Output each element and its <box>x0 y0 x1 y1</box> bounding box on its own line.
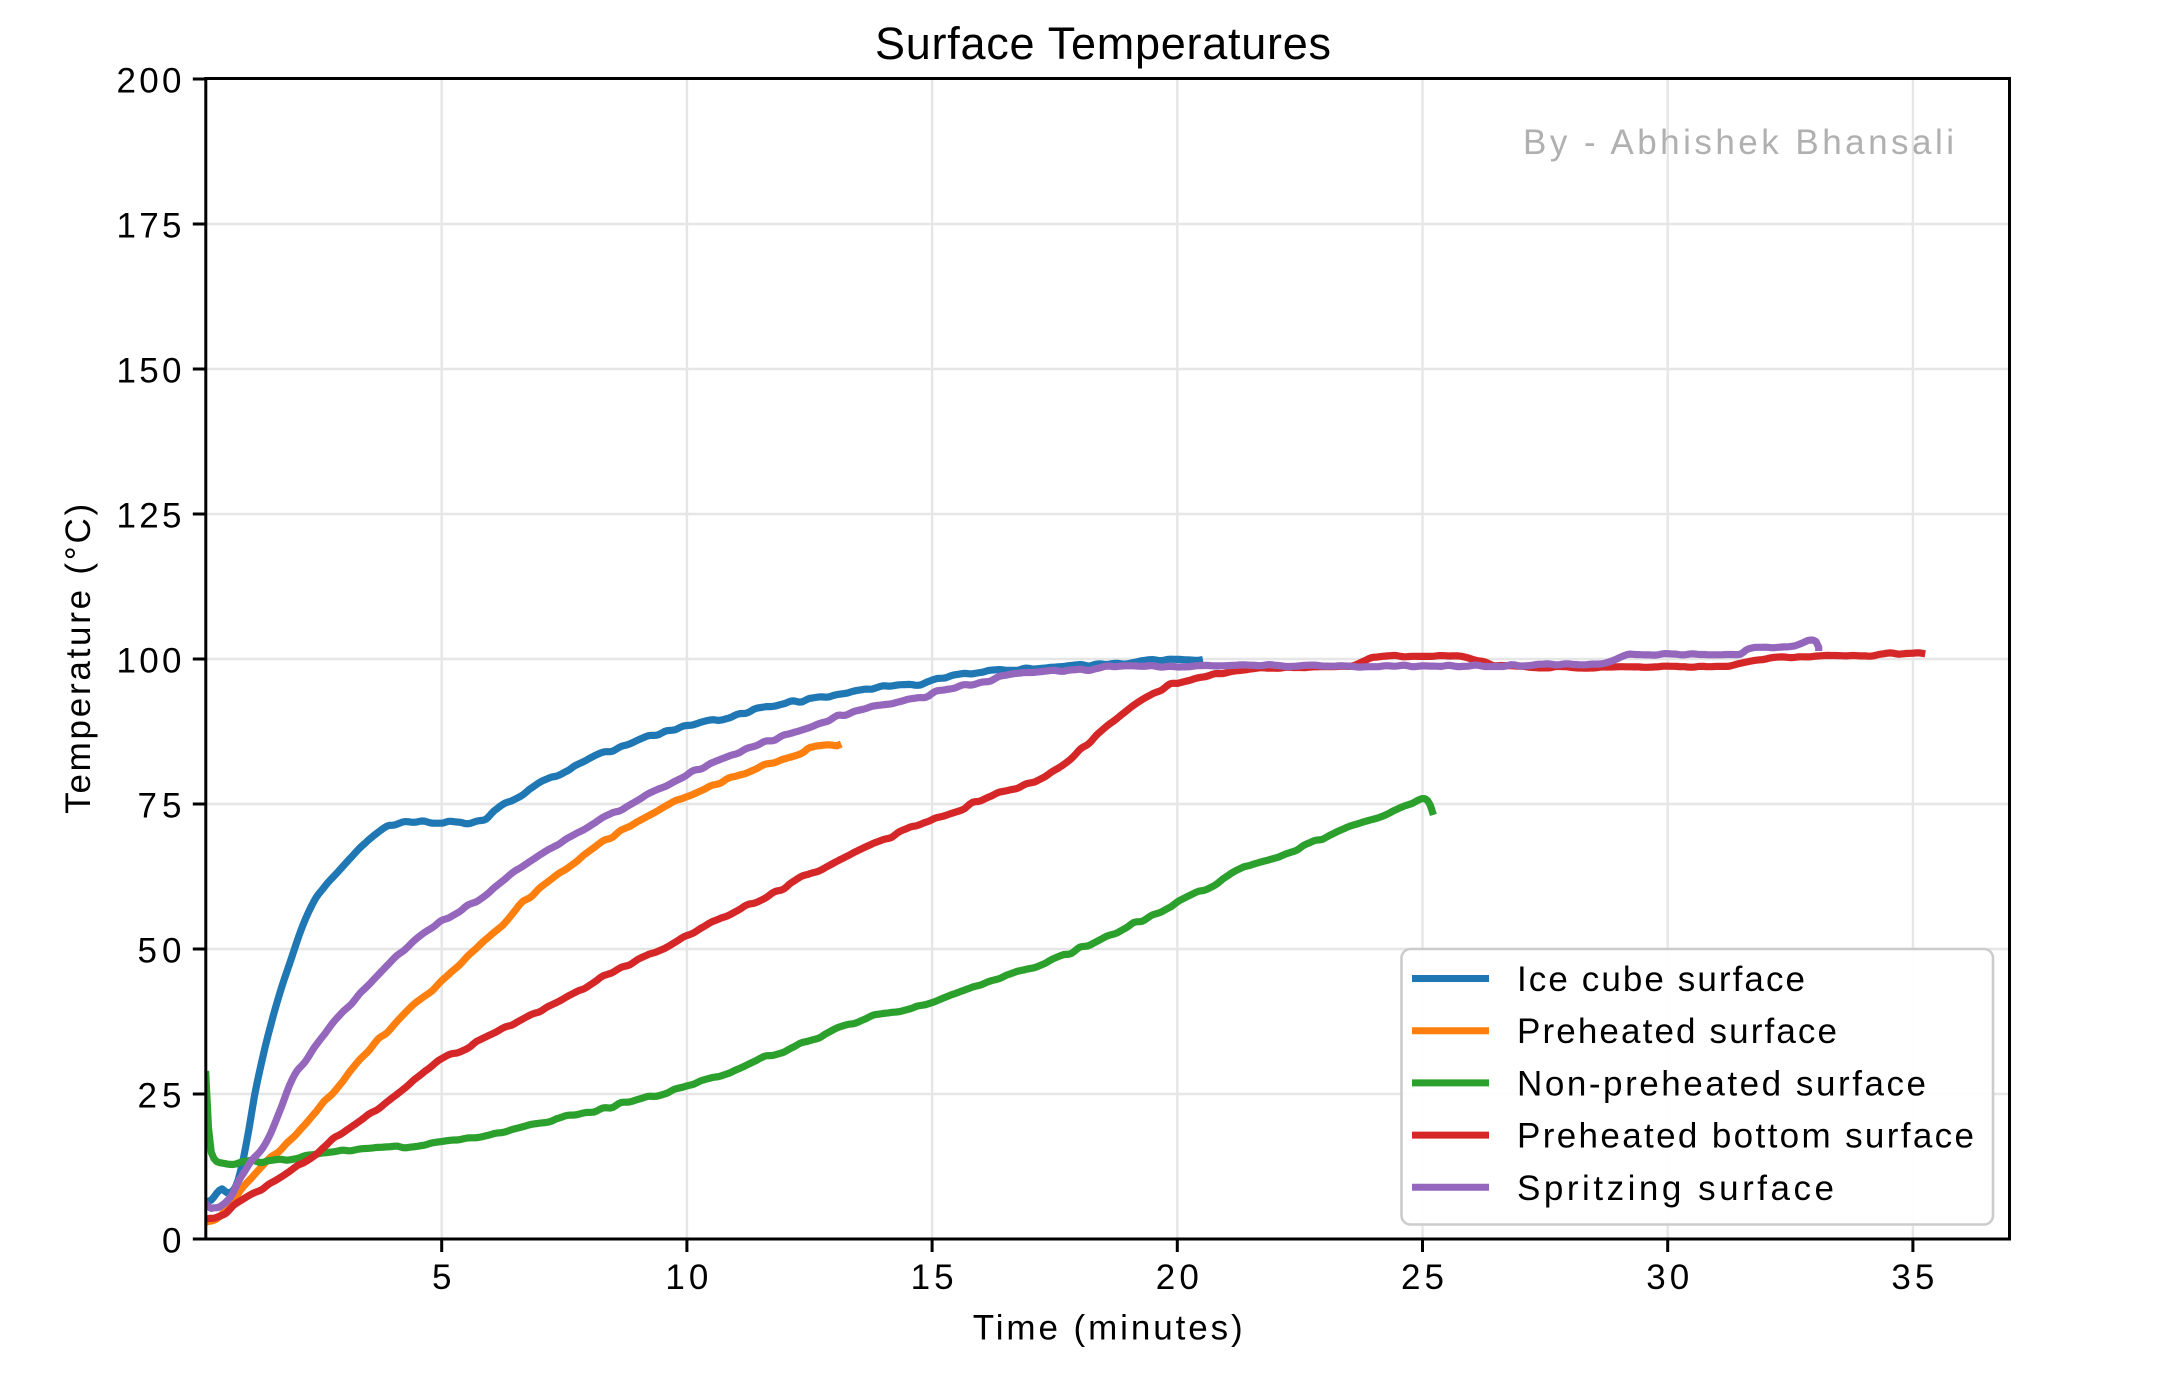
svg-text:175: 175 <box>117 207 182 246</box>
svg-text:Spritzing surface: Spritzing surface <box>1517 1169 1834 1208</box>
svg-text:Preheated bottom surface: Preheated bottom surface <box>1517 1117 1974 1156</box>
svg-text:200: 200 <box>117 62 182 101</box>
svg-text:Surface Temperatures: Surface Temperatures <box>875 18 1331 69</box>
svg-text:150: 150 <box>117 352 182 391</box>
svg-text:Preheated surface: Preheated surface <box>1517 1012 1837 1051</box>
svg-text:Temperature (°C): Temperature (°C) <box>59 504 98 814</box>
svg-text:5: 5 <box>432 1258 451 1297</box>
svg-text:Non-preheated surface: Non-preheated surface <box>1517 1064 1926 1103</box>
svg-text:Ice cube surface: Ice cube surface <box>1517 960 1805 999</box>
svg-text:100: 100 <box>117 642 182 681</box>
svg-text:0: 0 <box>162 1222 181 1261</box>
svg-text:125: 125 <box>117 497 182 536</box>
svg-text:Time (minutes): Time (minutes) <box>973 1309 1243 1348</box>
svg-text:By - Abhishek Bhansali: By - Abhishek Bhansali <box>1523 123 1954 162</box>
